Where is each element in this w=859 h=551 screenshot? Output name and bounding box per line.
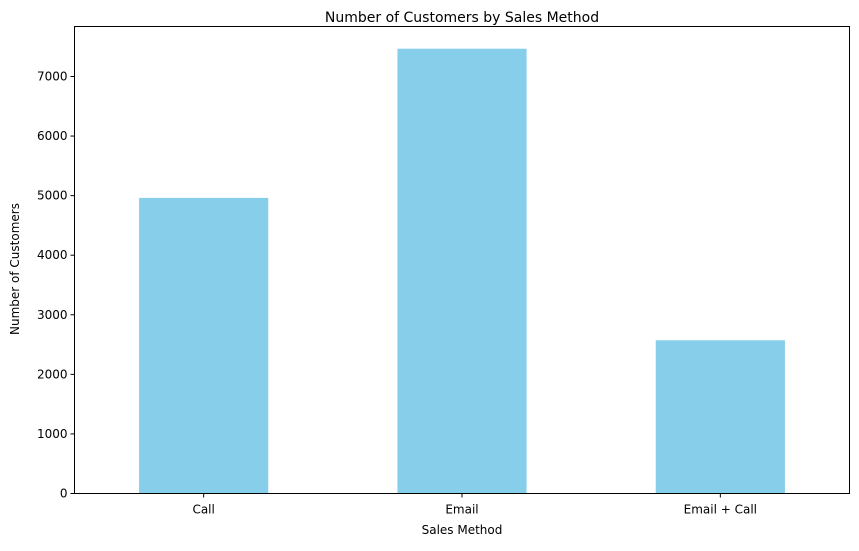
y-tick-label: 0 bbox=[60, 487, 68, 501]
bar-email bbox=[397, 48, 527, 494]
y-tick-label: 5000 bbox=[37, 189, 68, 203]
chart-title: Number of Customers by Sales Method bbox=[325, 10, 599, 26]
y-axis-label: Number of Customers bbox=[8, 203, 22, 335]
bar-email-call bbox=[655, 340, 785, 494]
y-tick-label: 3000 bbox=[37, 308, 68, 322]
x-tick-label: Call bbox=[192, 503, 214, 517]
y-tick-label: 4000 bbox=[37, 248, 68, 262]
y-tick-label: 7000 bbox=[37, 69, 68, 83]
x-tick-label: Email bbox=[445, 503, 478, 517]
bars-layer bbox=[139, 48, 785, 494]
y-tick-label: 1000 bbox=[37, 427, 68, 441]
y-axis-ticks: 0 1000 2000 3000 4000 5000 6000 7000 bbox=[37, 69, 75, 501]
plot-frame bbox=[74, 26, 850, 494]
y-tick-label: 2000 bbox=[37, 367, 68, 381]
x-axis-ticks: Call Email Email + Call bbox=[192, 493, 757, 517]
bar-call bbox=[139, 197, 269, 494]
y-tick-label: 6000 bbox=[37, 129, 68, 143]
x-axis-label: Sales Method bbox=[422, 523, 503, 537]
x-tick-label: Email + Call bbox=[684, 503, 757, 517]
